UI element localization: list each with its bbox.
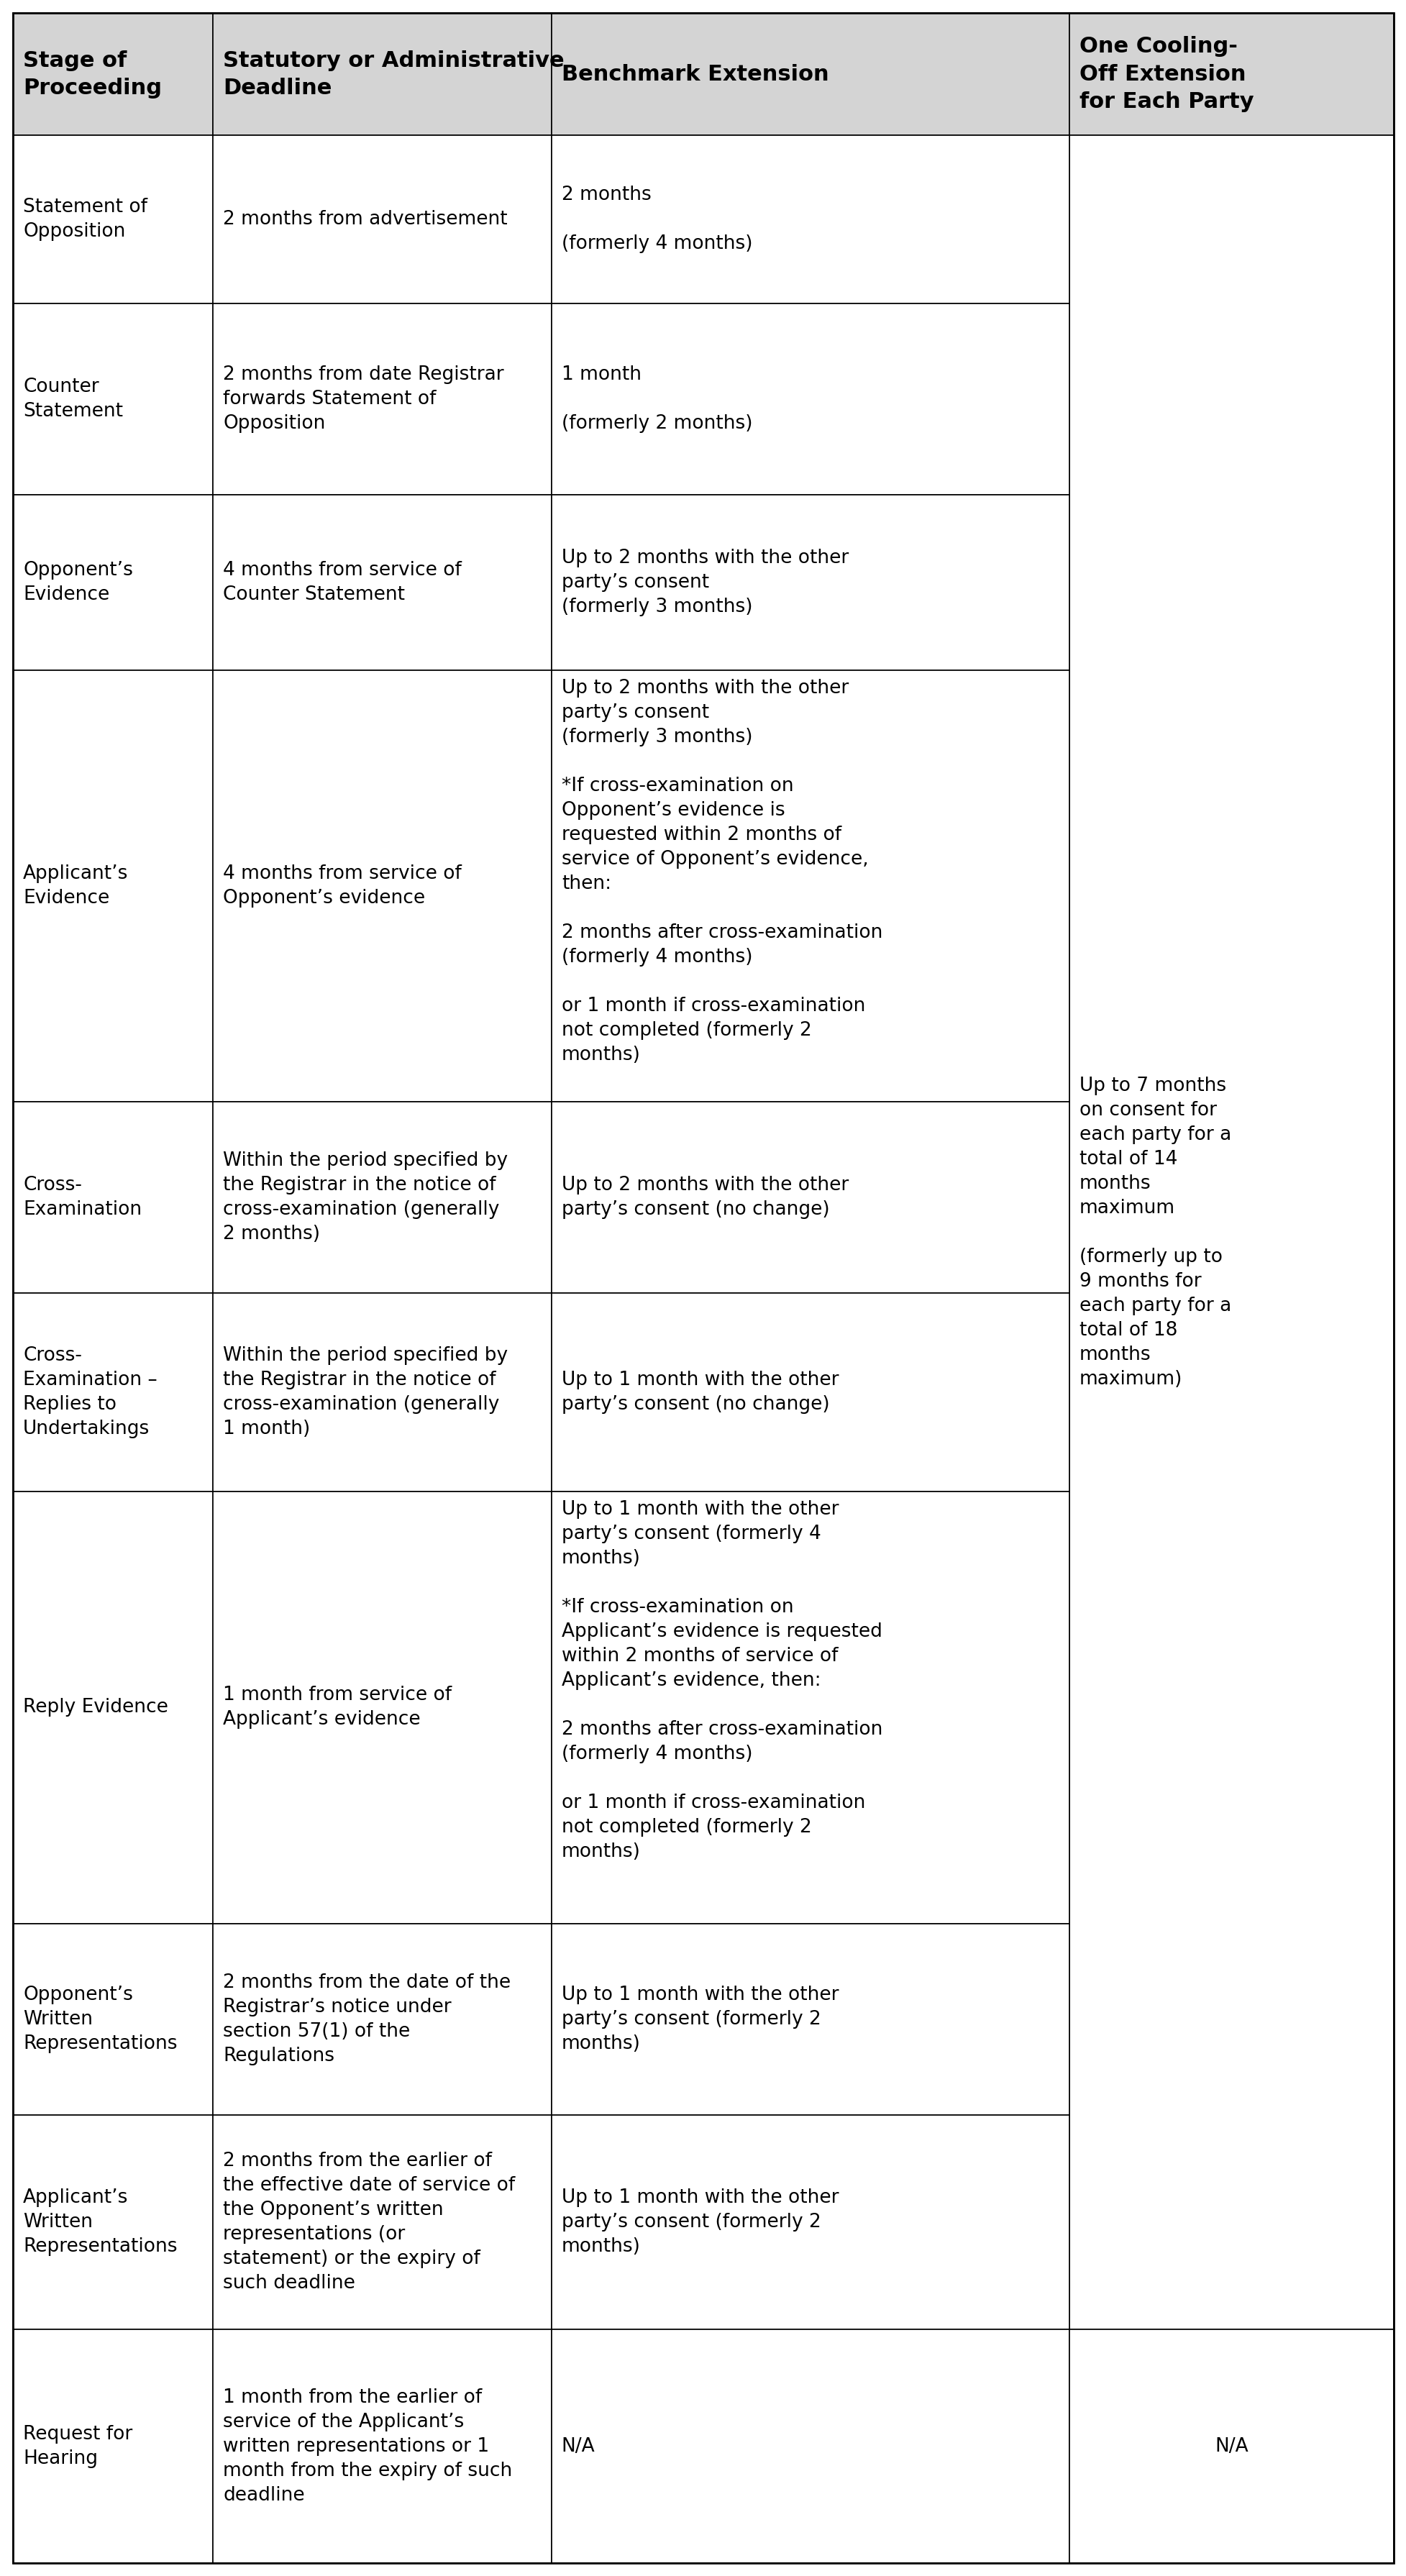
Bar — [13, 670, 214, 1103]
Bar — [13, 1293, 214, 1492]
Text: Opponent’s
Evidence: Opponent’s Evidence — [22, 562, 134, 603]
Bar — [214, 2115, 551, 2329]
Bar — [1069, 137, 1393, 2329]
Text: Statement of
Opposition: Statement of Opposition — [22, 198, 148, 242]
Bar — [13, 2115, 214, 2329]
Text: 2 months from advertisement: 2 months from advertisement — [224, 211, 508, 229]
Bar — [13, 1492, 214, 1924]
Text: Counter
Statement: Counter Statement — [22, 379, 122, 420]
Text: Up to 1 month with the other
party’s consent (formerly 2
months): Up to 1 month with the other party’s con… — [561, 1986, 838, 2053]
Bar — [551, 2115, 1069, 2329]
Bar — [551, 304, 1069, 495]
Bar — [551, 137, 1069, 304]
Bar — [214, 670, 551, 1103]
Text: 4 months from service of
Counter Statement: 4 months from service of Counter Stateme… — [224, 562, 461, 603]
Bar — [13, 137, 214, 304]
Text: 2 months from the earlier of
the effective date of service of
the Opponent’s wri: 2 months from the earlier of the effecti… — [224, 2151, 515, 2293]
Bar — [551, 1924, 1069, 2115]
Bar — [13, 13, 214, 137]
Text: Up to 1 month with the other
party’s consent (formerly 4
months)

*If cross-exam: Up to 1 month with the other party’s con… — [561, 1499, 882, 1862]
Bar — [214, 1293, 551, 1492]
Text: Up to 1 month with the other
party’s consent (no change): Up to 1 month with the other party’s con… — [561, 1370, 838, 1414]
Text: Up to 2 months with the other
party’s consent
(formerly 3 months)

*If cross-exa: Up to 2 months with the other party’s co… — [561, 677, 882, 1064]
Bar — [551, 1492, 1069, 1924]
Text: 1 month from service of
Applicant’s evidence: 1 month from service of Applicant’s evid… — [224, 1685, 451, 1728]
Bar — [214, 2329, 551, 2563]
Bar — [214, 137, 551, 304]
Text: Applicant’s
Written
Representations: Applicant’s Written Representations — [22, 2190, 177, 2257]
Bar — [214, 1103, 551, 1293]
Bar — [13, 1924, 214, 2115]
Text: Cross-
Examination: Cross- Examination — [22, 1175, 142, 1218]
Bar — [1069, 2329, 1393, 2563]
Text: 1 month

(formerly 2 months): 1 month (formerly 2 months) — [561, 366, 752, 433]
Text: 2 months from the date of the
Registrar’s notice under
section 57(1) of the
Regu: 2 months from the date of the Registrar’… — [224, 1973, 510, 2066]
Bar — [551, 2329, 1069, 2563]
Bar — [13, 304, 214, 495]
Text: Stage of
Proceeding: Stage of Proceeding — [22, 49, 162, 98]
Text: Up to 2 months with the other
party’s consent (no change): Up to 2 months with the other party’s co… — [561, 1175, 848, 1218]
Bar — [1069, 13, 1393, 137]
Text: 4 months from service of
Opponent’s evidence: 4 months from service of Opponent’s evid… — [224, 866, 461, 907]
Bar — [214, 495, 551, 670]
Text: 2 months from date Registrar
forwards Statement of
Opposition: 2 months from date Registrar forwards St… — [224, 366, 503, 433]
Text: N/A: N/A — [1215, 2437, 1247, 2455]
Text: Up to 1 month with the other
party’s consent (formerly 2
months): Up to 1 month with the other party’s con… — [561, 2190, 838, 2257]
Text: N/A: N/A — [561, 2437, 595, 2455]
Text: Cross-
Examination –
Replies to
Undertakings: Cross- Examination – Replies to Undertak… — [22, 1347, 157, 1437]
Bar — [13, 1103, 214, 1293]
Bar — [551, 495, 1069, 670]
Text: Within the period specified by
the Registrar in the notice of
cross-examination : Within the period specified by the Regis… — [224, 1347, 508, 1437]
Bar — [214, 13, 551, 137]
Bar — [214, 1924, 551, 2115]
Text: Benchmark Extension: Benchmark Extension — [561, 64, 828, 85]
Bar — [13, 2329, 214, 2563]
Bar — [214, 304, 551, 495]
Text: Within the period specified by
the Registrar in the notice of
cross-examination : Within the period specified by the Regis… — [224, 1151, 508, 1244]
Text: Request for
Hearing: Request for Hearing — [22, 2424, 132, 2468]
Bar — [551, 670, 1069, 1103]
Text: Up to 7 months
on consent for
each party for a
total of 14
months
maximum

(form: Up to 7 months on consent for each party… — [1078, 1077, 1230, 1388]
Text: 2 months

(formerly 4 months): 2 months (formerly 4 months) — [561, 185, 752, 252]
Bar — [551, 1293, 1069, 1492]
Bar — [13, 495, 214, 670]
Text: Opponent’s
Written
Representations: Opponent’s Written Representations — [22, 1986, 177, 2053]
Bar — [551, 1103, 1069, 1293]
Text: 1 month from the earlier of
service of the Applicant’s
written representations o: 1 month from the earlier of service of t… — [224, 2388, 512, 2504]
Text: Applicant’s
Evidence: Applicant’s Evidence — [22, 866, 128, 907]
Text: Reply Evidence: Reply Evidence — [22, 1698, 169, 1716]
Bar — [214, 1492, 551, 1924]
Text: Up to 2 months with the other
party’s consent
(formerly 3 months): Up to 2 months with the other party’s co… — [561, 549, 848, 616]
Text: Statutory or Administrative
Deadline: Statutory or Administrative Deadline — [224, 49, 564, 98]
Bar — [551, 13, 1069, 137]
Text: One Cooling-
Off Extension
for Each Party: One Cooling- Off Extension for Each Part… — [1078, 36, 1253, 111]
